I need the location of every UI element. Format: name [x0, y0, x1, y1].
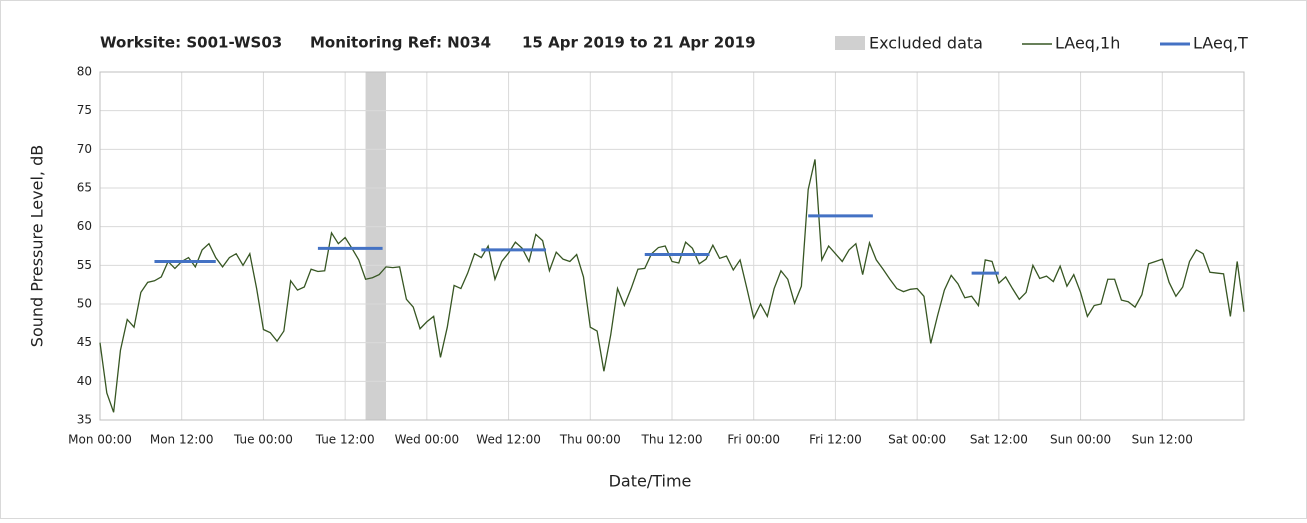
- chart-title: Worksite: S001-WS03: [100, 34, 282, 52]
- line-series: [99, 159, 1245, 413]
- y-tick-label: 45: [77, 335, 92, 349]
- x-tick-label: Tue 12:00: [315, 433, 375, 447]
- x-tick-label: Mon 12:00: [150, 433, 214, 447]
- x-tick-label: Thu 00:00: [559, 433, 621, 447]
- x-tick-label: Mon 00:00: [68, 433, 132, 447]
- x-tick-label: Sun 00:00: [1050, 433, 1111, 447]
- x-tick-label: Sat 12:00: [970, 433, 1028, 447]
- x-tick-label: Fri 00:00: [727, 433, 780, 447]
- chart-title: Monitoring Ref: N034: [310, 34, 491, 52]
- x-tick-label: Thu 12:00: [641, 433, 703, 447]
- legend-label: LAeq,T: [1193, 34, 1248, 53]
- x-tick-label: Wed 12:00: [476, 433, 541, 447]
- chart-title: 15 Apr 2019 to 21 Apr 2019: [522, 34, 756, 52]
- y-tick-label: 65: [77, 181, 92, 195]
- x-tick-label: Sun 12:00: [1132, 433, 1193, 447]
- y-tick-label: 50: [77, 297, 92, 311]
- y-tick-label: 70: [77, 142, 92, 156]
- y-axis-title: Sound Pressure Level, dB: [28, 145, 47, 347]
- y-tick-label: 80: [77, 65, 92, 79]
- plot-border: [99, 71, 1245, 421]
- excluded-band: [365, 72, 386, 420]
- y-tick-label: 40: [77, 374, 92, 388]
- legend-swatch: [835, 36, 865, 50]
- x-tick-label: Tue 00:00: [233, 433, 293, 447]
- legend-label: Excluded data: [869, 34, 983, 53]
- x-tick-label: Wed 00:00: [395, 433, 460, 447]
- y-tick-label: 35: [77, 413, 92, 427]
- y-tick-label: 60: [77, 219, 92, 233]
- y-tick-label: 55: [77, 258, 92, 272]
- x-axis-title: Date/Time: [609, 472, 692, 491]
- legend-label: LAeq,1h: [1055, 34, 1120, 53]
- x-tick-label: Sat 00:00: [888, 433, 946, 447]
- x-tick-label: Fri 12:00: [809, 433, 862, 447]
- y-tick-label: 75: [77, 103, 92, 117]
